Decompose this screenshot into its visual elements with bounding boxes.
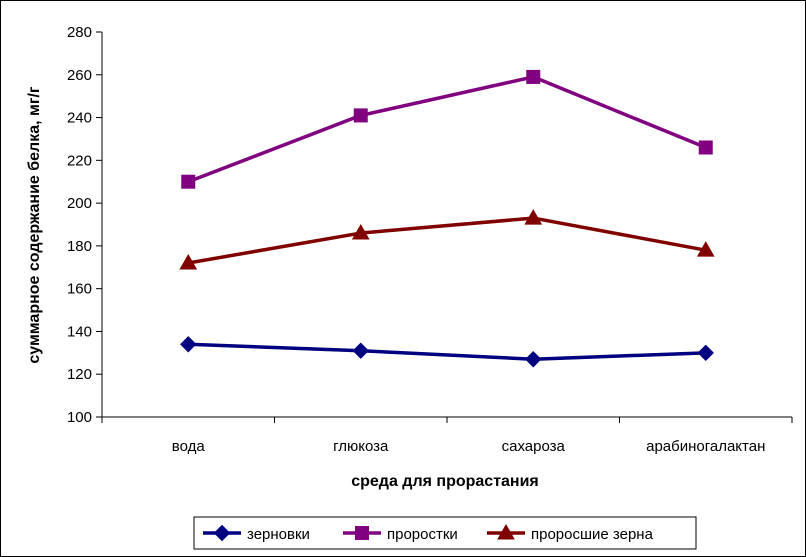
x-axis-title: среда для прорастания (351, 473, 539, 490)
y-tick-label: 280 (67, 24, 92, 41)
y-tick-label: 240 (67, 110, 92, 127)
data-point (526, 69, 541, 84)
y-tick-label: 100 (67, 409, 92, 426)
data-point (353, 108, 368, 123)
data-point (697, 344, 714, 362)
legend-label: проросшие зерна (531, 526, 654, 543)
legend-label: зерновки (247, 526, 310, 543)
data-point (179, 253, 198, 270)
legend: зерновки проростки проросшие зерна (193, 516, 697, 550)
data-point (352, 342, 369, 359)
x-tick-label: глюкоза (333, 438, 389, 455)
legend-item: проростки (343, 526, 458, 543)
legend-box (193, 516, 697, 550)
data-point (696, 241, 715, 257)
legend-marker (497, 523, 515, 540)
data-point (525, 351, 542, 368)
data-point (524, 209, 543, 225)
data-point (698, 140, 713, 155)
y-tick-label: 200 (67, 195, 92, 212)
legend-marker (213, 524, 231, 542)
y-tick-label: 220 (67, 152, 92, 169)
data-point (181, 174, 196, 189)
series-3 (179, 209, 715, 270)
y-axis-title: суммарное содержание белка, мг/г (26, 86, 43, 364)
x-tick-label: арабиногалактан (646, 438, 765, 455)
series-2 (181, 69, 713, 189)
legend-marker (355, 526, 369, 540)
legend-item: зерновки (203, 524, 310, 543)
y-tick-label: 260 (67, 67, 92, 84)
y-ticks: 100 120 140 160 180 200 220 240 260 280 (67, 24, 102, 426)
y-tick-label: 140 (67, 323, 92, 340)
x-tick-label: сахароза (502, 438, 566, 455)
y-tick-label: 180 (67, 238, 92, 255)
y-tick-label: 120 (67, 366, 92, 383)
series-line (187, 216, 707, 265)
series-1 (180, 336, 714, 368)
series-line (187, 75, 707, 184)
legend-item: проросшие зерна (487, 523, 654, 543)
data-point (180, 336, 197, 353)
x-tick-label: вода (172, 438, 206, 455)
series-line (188, 342, 706, 361)
series (179, 69, 715, 368)
data-point (351, 224, 370, 240)
x-ticks: вода глюкоза сахароза арабиногалактан (101, 417, 793, 455)
legend-label: проростки (387, 526, 458, 543)
y-tick-label: 160 (67, 281, 92, 298)
